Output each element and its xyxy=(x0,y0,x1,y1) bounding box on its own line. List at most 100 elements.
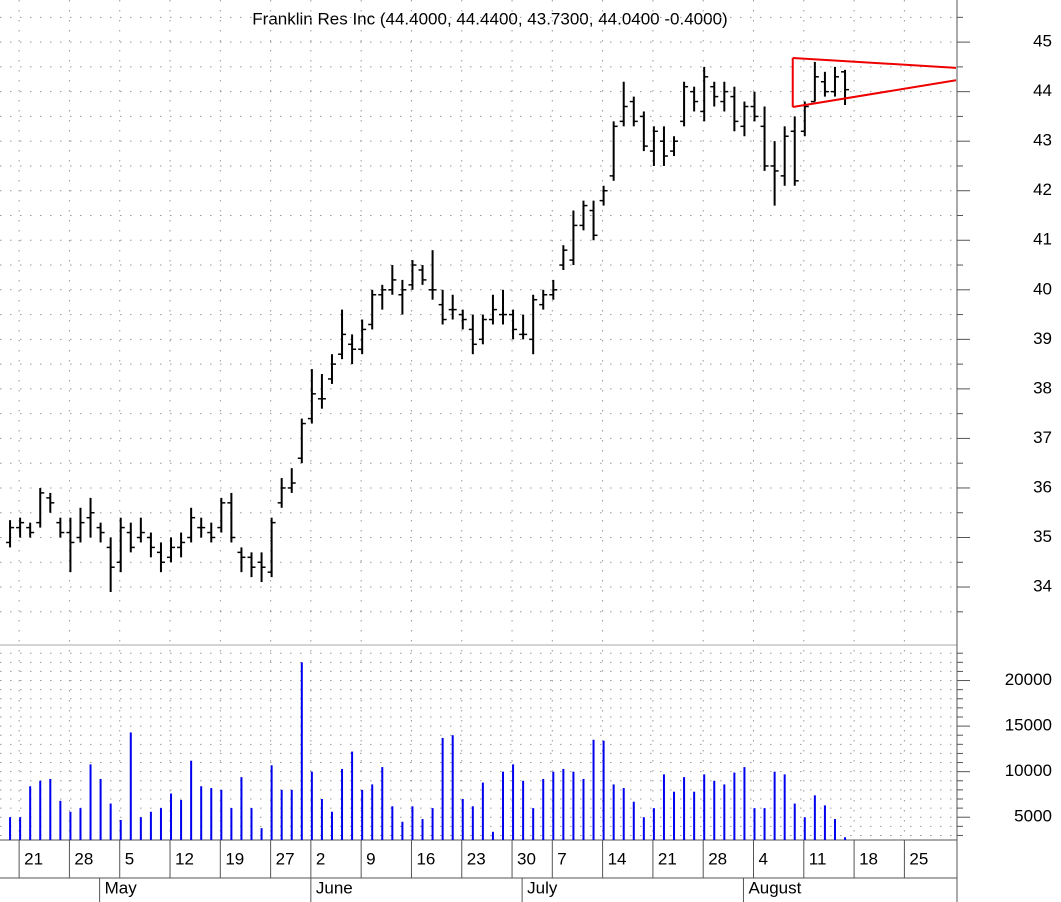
volume-bar xyxy=(491,831,494,840)
y-tick-label: 36 xyxy=(1033,477,1052,496)
volume-bar xyxy=(149,811,152,840)
volume-bar xyxy=(562,768,565,840)
chart-subtitle: Franklin Res Inc (44.4000, 44.4400, 43.7… xyxy=(252,9,727,28)
volume-bar xyxy=(300,662,303,840)
volume-bar xyxy=(29,786,32,840)
volume-bar xyxy=(612,784,615,840)
y-tick-label: 44 xyxy=(1033,81,1052,100)
volume-bar xyxy=(89,764,92,840)
volume-bar xyxy=(833,819,836,840)
x-tick-label: 2 xyxy=(316,849,325,868)
x-tick-label: 18 xyxy=(859,849,878,868)
volume-bar xyxy=(773,771,776,840)
volume-bar xyxy=(703,774,706,840)
volume-bar xyxy=(250,808,253,840)
volume-bar xyxy=(723,784,726,840)
volume-bar xyxy=(119,819,122,840)
volume-bar xyxy=(823,805,826,840)
x-tick-label: 9 xyxy=(366,849,375,868)
volume-bar xyxy=(411,806,414,840)
volume-bar xyxy=(512,764,515,840)
volume-bar xyxy=(471,806,474,840)
volume-bar xyxy=(522,780,525,840)
y-tick-label: 20000 xyxy=(1005,670,1052,689)
volume-bar xyxy=(783,774,786,840)
x-tick-label: 23 xyxy=(467,849,486,868)
x-tick-label: 27 xyxy=(276,849,295,868)
volume-bar xyxy=(632,801,635,840)
volume-bar xyxy=(351,751,354,840)
volume-bar xyxy=(813,795,816,840)
volume-bar xyxy=(260,828,263,840)
volume-bar xyxy=(733,772,736,840)
volume-bar xyxy=(59,800,62,840)
volume-bar xyxy=(401,821,404,840)
volume-bar xyxy=(743,767,746,840)
volume-bar xyxy=(441,737,444,840)
volume-bar xyxy=(39,780,42,840)
volume-bar xyxy=(602,740,605,840)
volume-bar xyxy=(693,791,696,840)
volume-bar xyxy=(662,774,665,840)
volume-bar xyxy=(421,819,424,840)
x-tick-label: 16 xyxy=(416,849,435,868)
volume-bar xyxy=(461,798,464,840)
volume-bar xyxy=(532,808,535,840)
trendline xyxy=(792,56,957,69)
y-tick-label: 15000 xyxy=(1005,716,1052,735)
volume-bar xyxy=(9,817,12,840)
y-tick-label: 34 xyxy=(1033,577,1052,596)
y-tick-label: 43 xyxy=(1033,131,1052,150)
month-label: May xyxy=(105,878,138,897)
volume-bar xyxy=(391,806,394,840)
volume-bar xyxy=(290,789,293,840)
y-tick-label: 42 xyxy=(1033,180,1052,199)
x-tick-label: 12 xyxy=(175,849,194,868)
volume-bar xyxy=(381,767,384,840)
volume-bar xyxy=(622,788,625,840)
volume-bar xyxy=(49,778,52,840)
x-tick-label: 25 xyxy=(909,849,928,868)
month-label: July xyxy=(527,878,558,897)
volume-bar xyxy=(844,837,847,840)
month-label: June xyxy=(316,878,353,897)
x-tick-label: 4 xyxy=(759,849,768,868)
x-tick-label: 7 xyxy=(557,849,566,868)
trendline xyxy=(792,79,957,108)
volume-bar xyxy=(310,771,313,840)
volume-bar xyxy=(673,791,676,840)
volume-bar xyxy=(763,808,766,840)
volume-bar xyxy=(803,817,806,840)
volume-bar xyxy=(542,778,545,840)
volume-bar xyxy=(451,735,454,840)
x-tick-label: 11 xyxy=(809,849,827,868)
x-tick-label: 28 xyxy=(708,849,727,868)
volume-bar xyxy=(361,789,364,840)
x-tick-label: 21 xyxy=(658,849,677,868)
volume-bar xyxy=(431,808,434,840)
volume-bar xyxy=(280,789,283,840)
volume-bar xyxy=(341,768,344,840)
volume-bar xyxy=(371,784,374,840)
volume-bar xyxy=(19,817,22,840)
volume-bar xyxy=(240,777,243,840)
month-label: August xyxy=(748,878,801,897)
volume-bar xyxy=(139,817,142,840)
volume-bar xyxy=(190,760,193,840)
volume-bar xyxy=(210,788,213,840)
volume-bar xyxy=(552,771,555,840)
volume-bar xyxy=(793,803,796,840)
volume-bar xyxy=(572,771,575,840)
volume-bar xyxy=(200,786,203,840)
volume-bar xyxy=(79,808,82,840)
x-tick-label: 5 xyxy=(125,849,134,868)
x-tick-label: 19 xyxy=(225,849,244,868)
volume-bar xyxy=(99,778,102,840)
volume-bar xyxy=(220,789,223,840)
y-tick-label: 40 xyxy=(1033,279,1052,298)
y-tick-label: 5000 xyxy=(1014,807,1052,826)
volume-bar xyxy=(683,777,686,840)
x-tick-label: 30 xyxy=(517,849,536,868)
